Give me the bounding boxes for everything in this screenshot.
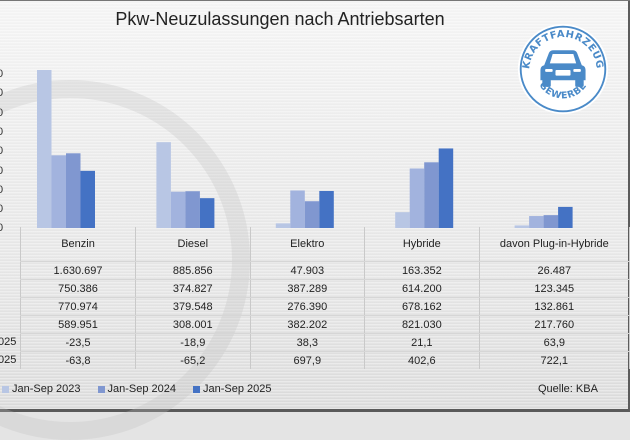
table-cell: -63,8: [19, 351, 136, 369]
y-tick-label: 0: [0, 164, 4, 177]
table-row: 770.974 379.548 276.390 678.162 132.861: [19, 297, 630, 316]
chart-title: Pkw-Neuzulassungen nach Antriebsarten: [115, 9, 445, 29]
table-cell: 722,1: [478, 351, 630, 369]
table-cell: 614.200: [364, 279, 480, 298]
legend-swatch: [2, 385, 9, 393]
bar: [170, 191, 186, 228]
bar: [37, 70, 52, 228]
table-cell: 26.487: [478, 261, 630, 280]
table-cell: 163.352: [364, 261, 480, 280]
legend-swatch: [193, 385, 200, 393]
bar: [438, 148, 454, 228]
table-cell: 750.386: [19, 279, 136, 298]
table-cell: 821.030: [364, 315, 480, 334]
legend-item: Jan-Sep 2023: [2, 383, 81, 395]
table-cell: 885.856: [135, 261, 251, 280]
y-tick-label: 0: [0, 68, 4, 80]
bar: [66, 153, 81, 228]
table-cell: 47.903: [249, 261, 365, 280]
legend-item: Jan-Sep 2025: [193, 383, 272, 395]
table-row: 1.630.697 885.856 47.903 163.352 26.487: [19, 261, 630, 280]
table-cell: 678.162: [364, 297, 480, 316]
table-cell: 1.630.697: [19, 261, 136, 280]
row-label: 025: [0, 336, 17, 348]
bar: [558, 206, 573, 228]
legend-label: Jan-Sep 2025: [203, 383, 272, 395]
table-cell: 123.345: [478, 279, 630, 298]
table-cell: 132.861: [478, 297, 630, 316]
bar: [514, 225, 530, 228]
table-cell: 402,6: [364, 351, 480, 369]
car-icon: [540, 50, 586, 87]
table-row: 750.386 374.827 387.289 614.200 123.345: [19, 279, 630, 298]
y-tick-label: 0: [0, 183, 4, 196]
bar: [290, 190, 305, 228]
y-tick-label: 0: [0, 106, 4, 119]
y-tick-label: 0: [0, 125, 4, 138]
bar-group: [37, 70, 95, 228]
row-label: 025: [0, 354, 17, 366]
kraftfahrzeug-gewerbe-logo: KRAFTFAHRZEUG GEWERBE: [517, 23, 609, 115]
bar: [529, 216, 544, 228]
bar: [156, 142, 171, 228]
table-cell: 374.827: [135, 279, 251, 298]
bar: [275, 223, 291, 228]
bar: [395, 212, 410, 228]
table-row: -63,8 -65,2 697,9 402,6 722,1: [19, 351, 630, 369]
column-header: davon Plug-in-Hybride: [478, 227, 630, 262]
logo-ring: [519, 25, 607, 113]
legend-swatch: [97, 385, 105, 393]
table-cell: 379.548: [135, 297, 251, 316]
bar: [409, 168, 425, 228]
table-cell: 21,1: [364, 333, 480, 352]
legend: Jan-Sep 2023 Jan-Sep 2024 Jan-Sep 2025: [2, 383, 272, 395]
bar: [185, 191, 200, 228]
y-tick-label: 0: [0, 222, 4, 235]
table-cell: 308.001: [135, 315, 251, 334]
bar-group: [275, 190, 334, 228]
table-cell: 63,9: [478, 333, 630, 352]
table-cell: 697,9: [249, 351, 365, 369]
table-cell: -65,2: [135, 351, 251, 369]
table-cell: 770.974: [19, 297, 136, 316]
y-tick-label: 0: [0, 203, 4, 216]
bar: [80, 170, 95, 228]
legend-label: Jan-Sep 2023: [12, 383, 81, 395]
data-table: Benzin Diesel Elektro Hybride davon Plug…: [19, 227, 630, 369]
column-header: Benzin: [19, 227, 136, 262]
table-cell: 387.289: [249, 279, 365, 298]
bar-group: [156, 142, 215, 228]
table-cell: -23,5: [19, 333, 136, 352]
table-row: -23,5 -18,9 38,3 21,1 63,9: [19, 333, 630, 352]
table-row: 589.951 308.001 382.202 821.030 217.760: [19, 315, 630, 334]
bar-group: [514, 206, 573, 228]
bar-group: [395, 148, 454, 228]
bar: [424, 162, 439, 228]
table-cell: 276.390: [249, 297, 365, 316]
y-tick-label: 0: [0, 145, 4, 158]
legend-item: Jan-Sep 2024: [97, 383, 177, 395]
table-cell: 217.760: [478, 315, 630, 334]
table-header-row: Benzin Diesel Elektro Hybride davon Plug…: [19, 227, 630, 262]
bar: [543, 215, 559, 228]
legend-label: Jan-Sep 2024: [107, 383, 177, 395]
table-cell: 589.951: [19, 315, 136, 334]
table-cell: 382.202: [249, 315, 365, 334]
bar-chart: [37, 70, 573, 228]
table-cell: -18,9: [135, 333, 251, 352]
top-border: [0, 0, 630, 1]
column-header: Diesel: [135, 227, 251, 262]
y-tick-label: 0: [0, 87, 4, 100]
column-header: Hybride: [364, 227, 480, 262]
source-note: Quelle: KBA: [538, 383, 598, 395]
bar: [304, 201, 320, 228]
column-header: Elektro: [249, 227, 365, 262]
bar: [319, 190, 334, 228]
table-cell: 38,3: [249, 333, 365, 352]
bar: [51, 155, 66, 228]
bar: [199, 198, 215, 228]
